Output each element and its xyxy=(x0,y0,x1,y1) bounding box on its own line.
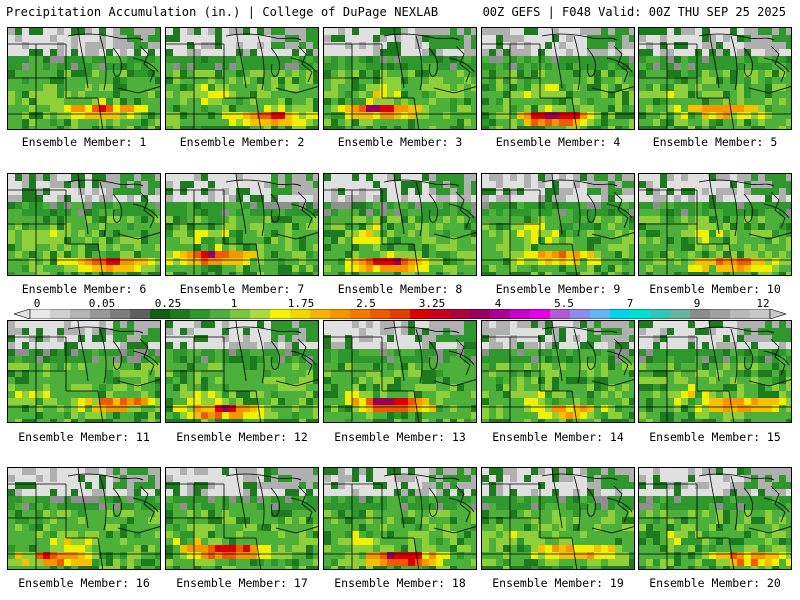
ensemble-member-label: Ensemble Member: 17 xyxy=(176,576,308,590)
ensemble-member-map xyxy=(7,173,161,276)
ensemble-member-label: Ensemble Member: 5 xyxy=(652,135,778,149)
colorbar-swatch xyxy=(730,309,751,319)
colorbar-swatch xyxy=(270,309,291,319)
colorbar-swatch xyxy=(670,309,691,319)
ensemble-member-map xyxy=(165,467,319,570)
colorbar-swatch xyxy=(750,309,771,319)
colorbar-swatch xyxy=(330,309,351,319)
ensemble-member-label: Ensemble Member: 11 xyxy=(18,430,150,444)
colorbar-swatch xyxy=(570,309,591,319)
colorbar-swatch xyxy=(350,309,371,319)
colorbar-swatch xyxy=(290,309,311,319)
ensemble-member-label: Ensemble Member: 15 xyxy=(649,430,781,444)
colorbar-swatch xyxy=(370,309,391,319)
ensemble-member-label: Ensemble Member: 3 xyxy=(337,135,463,149)
colorbar-tick-label: 0 xyxy=(33,297,41,310)
precip-colorbar xyxy=(14,309,786,319)
colorbar-swatch xyxy=(610,309,631,319)
colorbar-swatch xyxy=(90,309,111,319)
colorbar-tick-label: 0.05 xyxy=(88,297,116,310)
colorbar-tick-label: 1 xyxy=(230,297,238,310)
colorbar-swatch xyxy=(690,309,711,319)
colorbar-right-arrow xyxy=(769,309,786,319)
colorbar-tick-label: 4 xyxy=(494,297,502,310)
colorbar-tick-label: 1.75 xyxy=(287,297,315,310)
ensemble-member-map xyxy=(638,467,792,570)
colorbar-swatch xyxy=(450,309,471,319)
colorbar-swatch xyxy=(490,309,511,319)
ensemble-member-label: Ensemble Member: 7 xyxy=(179,282,305,296)
colorbar-swatch xyxy=(190,309,211,319)
ensemble-member-map xyxy=(323,27,477,130)
map-title: Precipitation Accumulation (in.) | Colle… xyxy=(6,5,439,19)
ensemble-member-map xyxy=(638,27,792,130)
run-info: 00Z GEFS | F048 Valid: 00Z THU SEP 25 20… xyxy=(482,5,786,19)
ensemble-member-map xyxy=(7,27,161,130)
ensemble-member-map xyxy=(165,173,319,276)
ensemble-member-label: Ensemble Member: 20 xyxy=(649,576,781,590)
ensemble-member-map xyxy=(638,173,792,276)
colorbar-swatch xyxy=(230,309,251,319)
colorbar-swatch xyxy=(30,309,51,319)
ensemble-member-label: Ensemble Member: 9 xyxy=(495,282,621,296)
ensemble-member-label: Ensemble Member: 18 xyxy=(334,576,466,590)
colorbar-swatch xyxy=(110,309,131,319)
ensemble-member-map xyxy=(481,467,635,570)
ensemble-member-map xyxy=(323,173,477,276)
colorbar-tick-label: 2.5 xyxy=(356,297,376,310)
ensemble-member-map xyxy=(323,320,477,423)
colorbar-tick-label: 12 xyxy=(756,297,770,310)
colorbar-swatch xyxy=(410,309,431,319)
colorbar-swatch xyxy=(510,309,531,319)
colorbar-swatch xyxy=(430,309,451,319)
colorbar-swatch xyxy=(130,309,151,319)
ensemble-member-label: Ensemble Member: 10 xyxy=(649,282,781,296)
colorbar-tick-label: 3.25 xyxy=(418,297,446,310)
ensemble-member-map xyxy=(481,27,635,130)
ensemble-member-map xyxy=(481,173,635,276)
colorbar-swatch xyxy=(710,309,731,319)
ensemble-member-map xyxy=(165,320,319,423)
colorbar-left-arrow xyxy=(14,309,31,319)
ensemble-member-label: Ensemble Member: 2 xyxy=(179,135,305,149)
ensemble-member-label: Ensemble Member: 12 xyxy=(176,430,308,444)
colorbar-swatch xyxy=(250,309,271,319)
ensemble-member-map xyxy=(7,467,161,570)
ensemble-member-map xyxy=(165,27,319,130)
ensemble-member-label: Ensemble Member: 4 xyxy=(495,135,621,149)
ensemble-member-label: Ensemble Member: 19 xyxy=(492,576,624,590)
ensemble-member-map xyxy=(638,320,792,423)
colorbar-tick-label: 9 xyxy=(693,297,701,310)
colorbar-swatch xyxy=(310,309,331,319)
colorbar-swatch xyxy=(70,309,91,319)
colorbar-swatch xyxy=(210,309,231,319)
ensemble-member-map xyxy=(481,320,635,423)
ensemble-member-label: Ensemble Member: 13 xyxy=(334,430,466,444)
colorbar-swatch xyxy=(530,309,551,319)
colorbar-tick-label: 7 xyxy=(626,297,634,310)
colorbar-swatch xyxy=(150,309,171,319)
ensemble-member-label: Ensemble Member: 8 xyxy=(337,282,463,296)
ensemble-member-label: Ensemble Member: 6 xyxy=(21,282,147,296)
colorbar-swatch xyxy=(590,309,611,319)
colorbar-swatch xyxy=(390,309,411,319)
colorbar-swatch xyxy=(630,309,651,319)
colorbar-swatch xyxy=(550,309,571,319)
ensemble-member-map xyxy=(323,467,477,570)
colorbar-swatch xyxy=(170,309,191,319)
colorbar-swatch xyxy=(470,309,491,319)
colorbar-tick-label: 0.25 xyxy=(154,297,182,310)
colorbar-swatch xyxy=(650,309,671,319)
ensemble-member-label: Ensemble Member: 14 xyxy=(492,430,624,444)
ensemble-member-label: Ensemble Member: 1 xyxy=(21,135,147,149)
ensemble-member-label: Ensemble Member: 16 xyxy=(18,576,150,590)
ensemble-member-map xyxy=(7,320,161,423)
colorbar-swatch xyxy=(50,309,71,319)
colorbar-tick-label: 5.5 xyxy=(554,297,574,310)
